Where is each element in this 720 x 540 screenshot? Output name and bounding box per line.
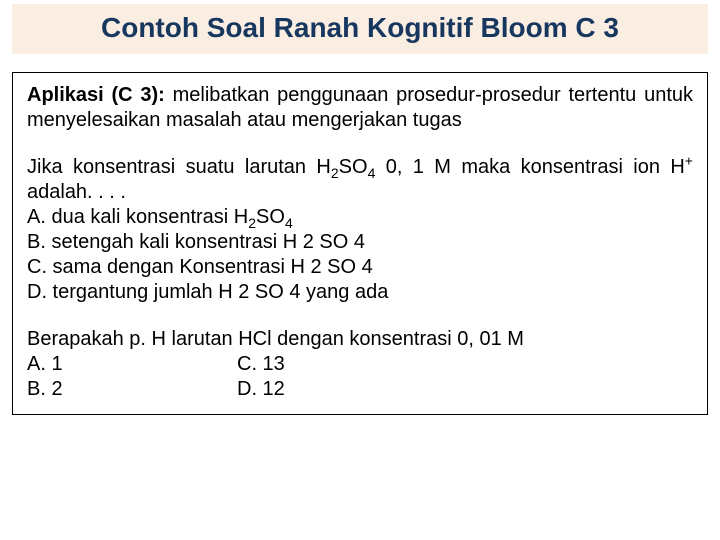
q2-option-b: B. 2	[27, 377, 237, 402]
subscript-2: 2	[248, 215, 256, 231]
title-band: Contoh Soal Ranah Kognitif Bloom C 3	[12, 4, 708, 54]
subscript-2: 2	[331, 165, 339, 181]
q1-a-pre: A. dua kali konsentrasi H	[27, 206, 248, 228]
q1-a-mid: SO	[256, 206, 285, 228]
q1-option-b: B. setengah kali konsentrasi H 2 SO 4	[27, 230, 693, 255]
superscript-plus: +	[685, 152, 693, 168]
q2-option-c: C. 13	[237, 352, 285, 377]
q1-stem-post: 0, 1 M maka konsentrasi ion H	[375, 156, 684, 178]
slide: Contoh Soal Ranah Kognitif Bloom C 3 Apl…	[0, 0, 720, 540]
q2-stem: Berapakah p. H larutan HCl dengan konsen…	[27, 327, 693, 352]
q1-stem: Jika konsentrasi suatu larutan H2SO4 0, …	[27, 156, 693, 203]
q1-option-a: A. dua kali konsentrasi H2SO4	[27, 205, 693, 230]
q2-row-1: A. 1 C. 13	[27, 352, 693, 377]
q1-stem-pre: Jika konsentrasi suatu larutan H	[27, 156, 331, 178]
page-title: Contoh Soal Ranah Kognitif Bloom C 3	[22, 12, 698, 44]
definition-label: Aplikasi (C 3):	[27, 84, 165, 106]
q1-option-d: D. tergantung jumlah H 2 SO 4 yang ada	[27, 280, 693, 305]
subscript-4: 4	[285, 215, 293, 231]
content-box: Aplikasi (C 3): melibatkan penggunaan pr…	[12, 72, 708, 415]
question-2: Berapakah p. H larutan HCl dengan konsen…	[27, 327, 693, 402]
q2-option-d: D. 12	[237, 377, 285, 402]
q2-option-a: A. 1	[27, 352, 237, 377]
q1-stem-tail: adalah. . . .	[27, 181, 126, 203]
definition-block: Aplikasi (C 3): melibatkan penggunaan pr…	[27, 83, 693, 133]
q2-row-2: B. 2 D. 12	[27, 377, 693, 402]
q1-stem-mid: SO	[339, 156, 368, 178]
question-1: Jika konsentrasi suatu larutan H2SO4 0, …	[27, 155, 693, 305]
q1-option-c: C. sama dengan Konsentrasi H 2 SO 4	[27, 255, 693, 280]
